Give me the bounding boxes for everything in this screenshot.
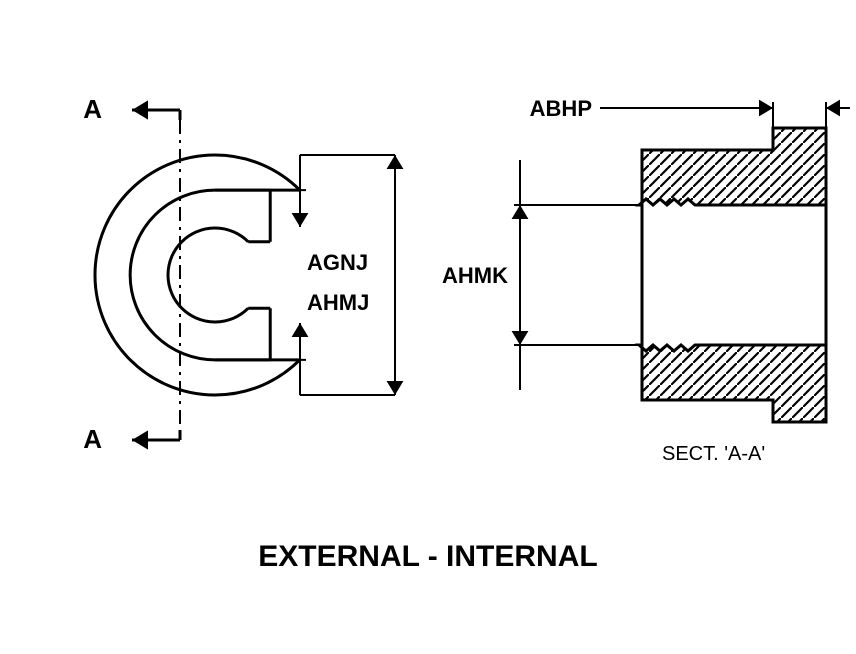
svg-text:A: A [83, 424, 102, 454]
svg-text:A: A [83, 94, 102, 124]
svg-text:AGNJ: AGNJ [307, 250, 368, 275]
svg-text:AHMK: AHMK [442, 263, 508, 288]
svg-text:ABHP: ABHP [530, 96, 592, 121]
svg-text:AHMJ: AHMJ [307, 290, 369, 315]
diagram-canvas: A A AHMJ AGNJ ABHP AHMK SECT. 'A-A' EXTERNAL … [0, 0, 856, 654]
svg-text:SECT. 'A-A': SECT. 'A-A' [662, 443, 765, 465]
diagram-title: EXTERNAL - INTERNAL [0, 540, 856, 574]
